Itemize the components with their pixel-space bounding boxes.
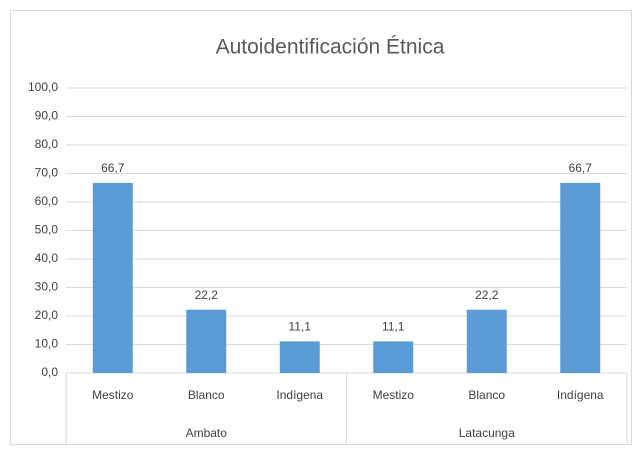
data-label: 66,7: [569, 161, 593, 175]
data-label: 66,7: [101, 161, 125, 175]
bar: [560, 182, 601, 373]
x-tick-label: Indígena: [276, 388, 323, 402]
data-label: 11,1: [289, 320, 312, 334]
y-tick-label: 70,0: [35, 166, 59, 180]
y-tick-label: 90,0: [35, 109, 59, 123]
data-label: 22,2: [195, 288, 219, 302]
y-tick-label: 50,0: [35, 223, 59, 237]
y-tick-label: 10,0: [35, 337, 59, 351]
y-tick-label: 30,0: [35, 280, 59, 294]
y-tick-label: 40,0: [35, 251, 59, 265]
group-label: Ambato: [186, 426, 228, 440]
chart-title: Autoidentificación Étnica: [216, 36, 445, 59]
bar: [466, 309, 507, 373]
y-tick-label: 20,0: [35, 308, 59, 322]
bar: [279, 341, 320, 373]
group-label: Latacunga: [459, 426, 515, 440]
y-tick-label: 60,0: [35, 194, 59, 208]
y-tick-label: 0,0: [41, 365, 58, 379]
bar: [373, 341, 414, 373]
x-tick-label: Blanco: [188, 388, 225, 402]
x-tick-label: Mestizo: [373, 388, 415, 402]
x-tick-label: Blanco: [468, 388, 505, 402]
y-tick-label: 100,0: [28, 80, 58, 94]
x-tick-label: Indígena: [557, 388, 604, 402]
data-label: 11,1: [382, 320, 405, 334]
x-tick-label: Mestizo: [92, 388, 134, 402]
y-tick-label: 80,0: [35, 137, 59, 151]
data-label: 22,2: [475, 288, 499, 302]
bar: [92, 182, 133, 373]
bar: [186, 309, 227, 373]
